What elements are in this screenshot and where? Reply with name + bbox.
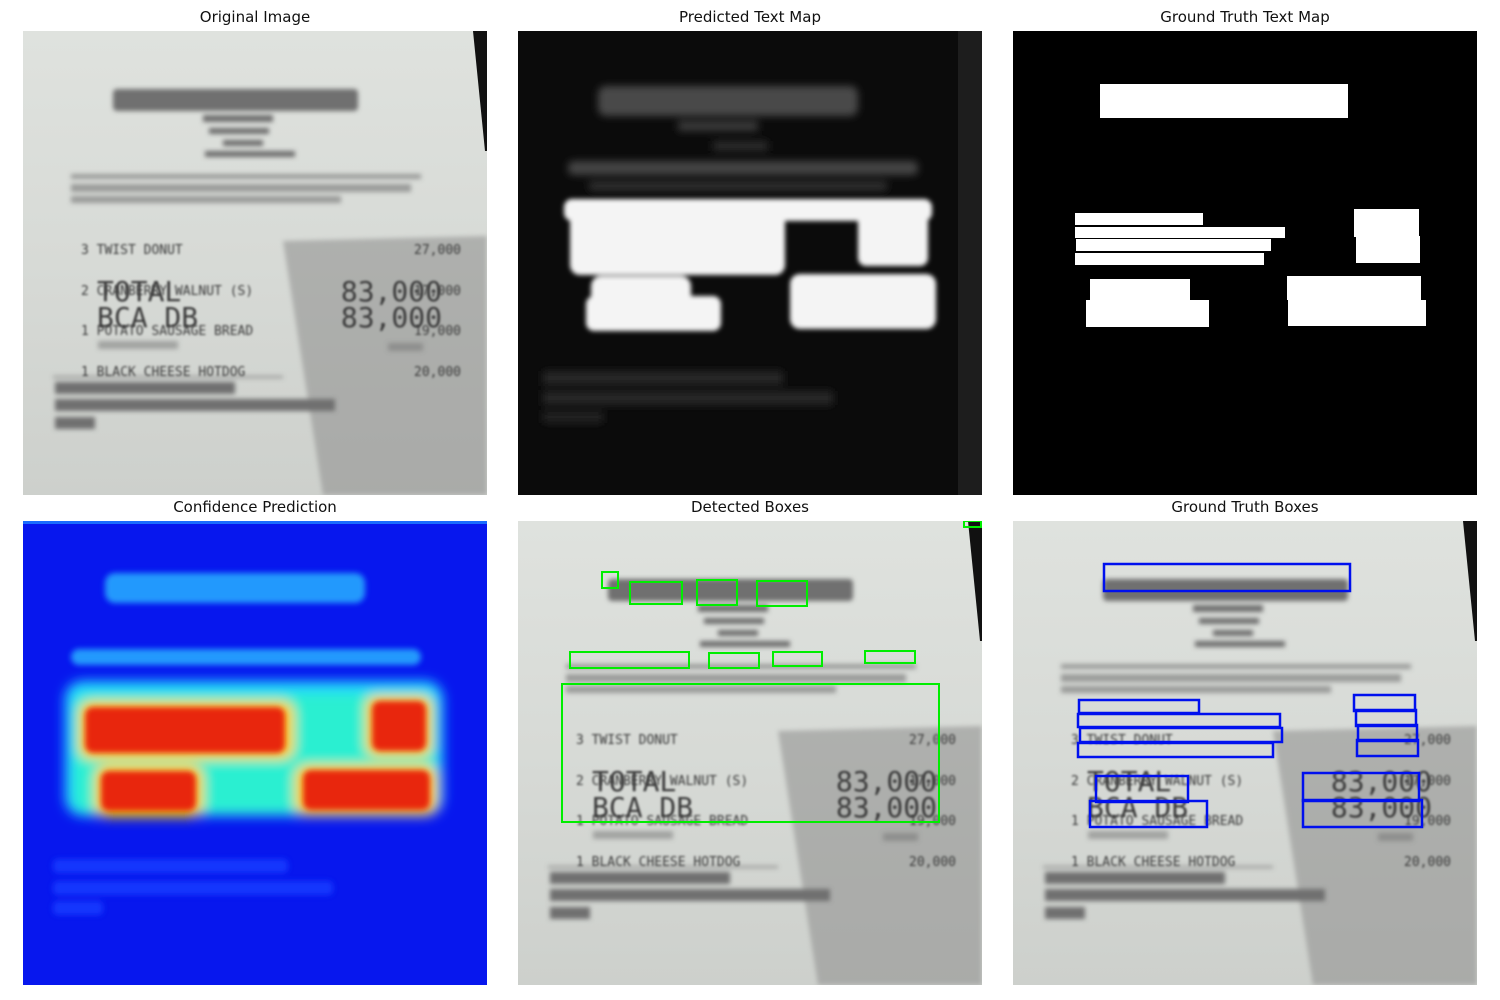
title-gt-boxes: Ground Truth Boxes [1013,497,1477,517]
detected-box [709,653,759,668]
gt-box [1303,800,1422,827]
detected-box-overlay [518,521,982,985]
detected-box [964,521,981,527]
item-price: 27,000 [414,244,461,258]
predicted-text-map-panel [518,31,982,495]
detected-box [570,652,689,668]
detected-box [562,684,939,822]
confidence-panel [23,521,487,985]
gt-box [1078,714,1280,727]
title-gt-map: Ground Truth Text Map [1013,7,1477,27]
receipt-item-row: 3 TWIST DONUT 27,000 [81,244,461,258]
gt-box [1090,801,1207,827]
gt-box [1080,728,1282,742]
original-image-panel: 3 TWIST DONUT 27,000 2 CRANBERRY WALNUT (… [23,31,487,495]
item-price: 20,000 [414,366,461,380]
payment-value: 83,000 [341,305,442,331]
title-detected: Detected Boxes [518,497,982,517]
gt-box [1358,725,1417,741]
gt-box [1079,700,1199,713]
gt-box [1104,564,1350,591]
gt-text-map [1013,31,1477,495]
item-name: 3 TWIST DONUT [81,244,183,258]
detected-box [773,652,822,666]
detected-box [697,580,737,605]
predicted-text-map [518,31,982,495]
detected-box [865,651,915,663]
gt-box [1078,743,1273,757]
title-original: Original Image [23,7,487,27]
title-predicted-map: Predicted Text Map [518,7,982,27]
gt-box [1356,710,1416,726]
gt-box [1303,773,1419,801]
receipt-item-row: 1 BLACK CHEESE HOTDOG 20,000 [81,366,461,380]
title-confidence: Confidence Prediction [23,497,487,517]
payment-label: BCA DB [97,305,198,331]
gt-box [1096,776,1188,802]
detected-boxes-panel: 3 TWIST DONUT 27,000 2 CRANBERRY WALNUT (… [518,521,982,985]
receipt-totals: TOTAL 83,000 BCA DB 83,000 [97,279,442,331]
detected-box [757,581,807,606]
confidence-heatmap [23,521,487,985]
detected-box [630,582,682,604]
gt-box-overlay [1013,521,1477,985]
gt-boxes-panel: 3 TWIST DONUT 27,000 2 CRANBERRY WALNUT (… [1013,521,1477,985]
gt-box [1354,695,1415,711]
item-name: 1 BLACK CHEESE HOTDOG [81,366,245,380]
gt-box [1357,740,1418,756]
detected-box [602,572,618,588]
gt-text-map-panel [1013,31,1477,495]
